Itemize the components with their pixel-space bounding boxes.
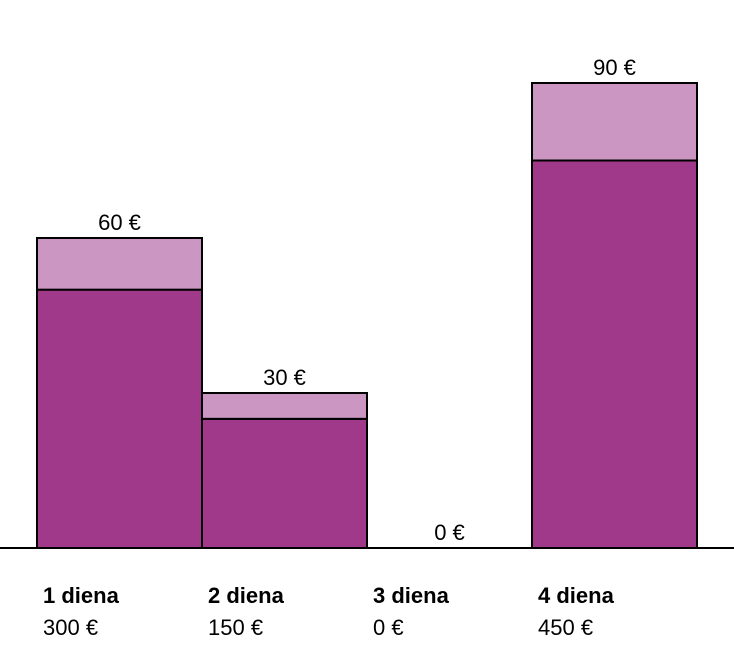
bar-segment-extra: [36, 237, 203, 291]
category-label: 2 diena: [208, 583, 284, 608]
category-1: 1 diena 300 €: [43, 583, 119, 641]
bar-1: [36, 237, 203, 549]
data-label: 0 €: [434, 520, 465, 545]
bar-segment-base: [201, 417, 368, 550]
category-label: 3 diena: [373, 583, 449, 608]
category-2: 2 diena 150 €: [208, 583, 284, 641]
category-total: 0 €: [373, 615, 404, 640]
category-total: 450 €: [538, 615, 594, 640]
category-total: 150 €: [208, 615, 264, 640]
category-label: 1 diena: [43, 583, 119, 608]
bar-segment-base: [531, 159, 698, 549]
category-total: 300 €: [43, 615, 99, 640]
category-label: 4 diena: [538, 583, 614, 608]
data-label: 60 €: [98, 210, 141, 235]
data-label: 30 €: [263, 365, 306, 390]
data-label: 90 €: [593, 55, 636, 80]
bar-segment-extra: [201, 392, 368, 420]
category-3: 3 diena 0 €: [373, 583, 449, 641]
bar-segment-base: [36, 288, 203, 549]
bar-segment-extra: [531, 82, 698, 162]
bar-2: [201, 392, 368, 550]
bar-4: [531, 82, 698, 549]
category-4: 4 diena 450 €: [538, 583, 614, 641]
